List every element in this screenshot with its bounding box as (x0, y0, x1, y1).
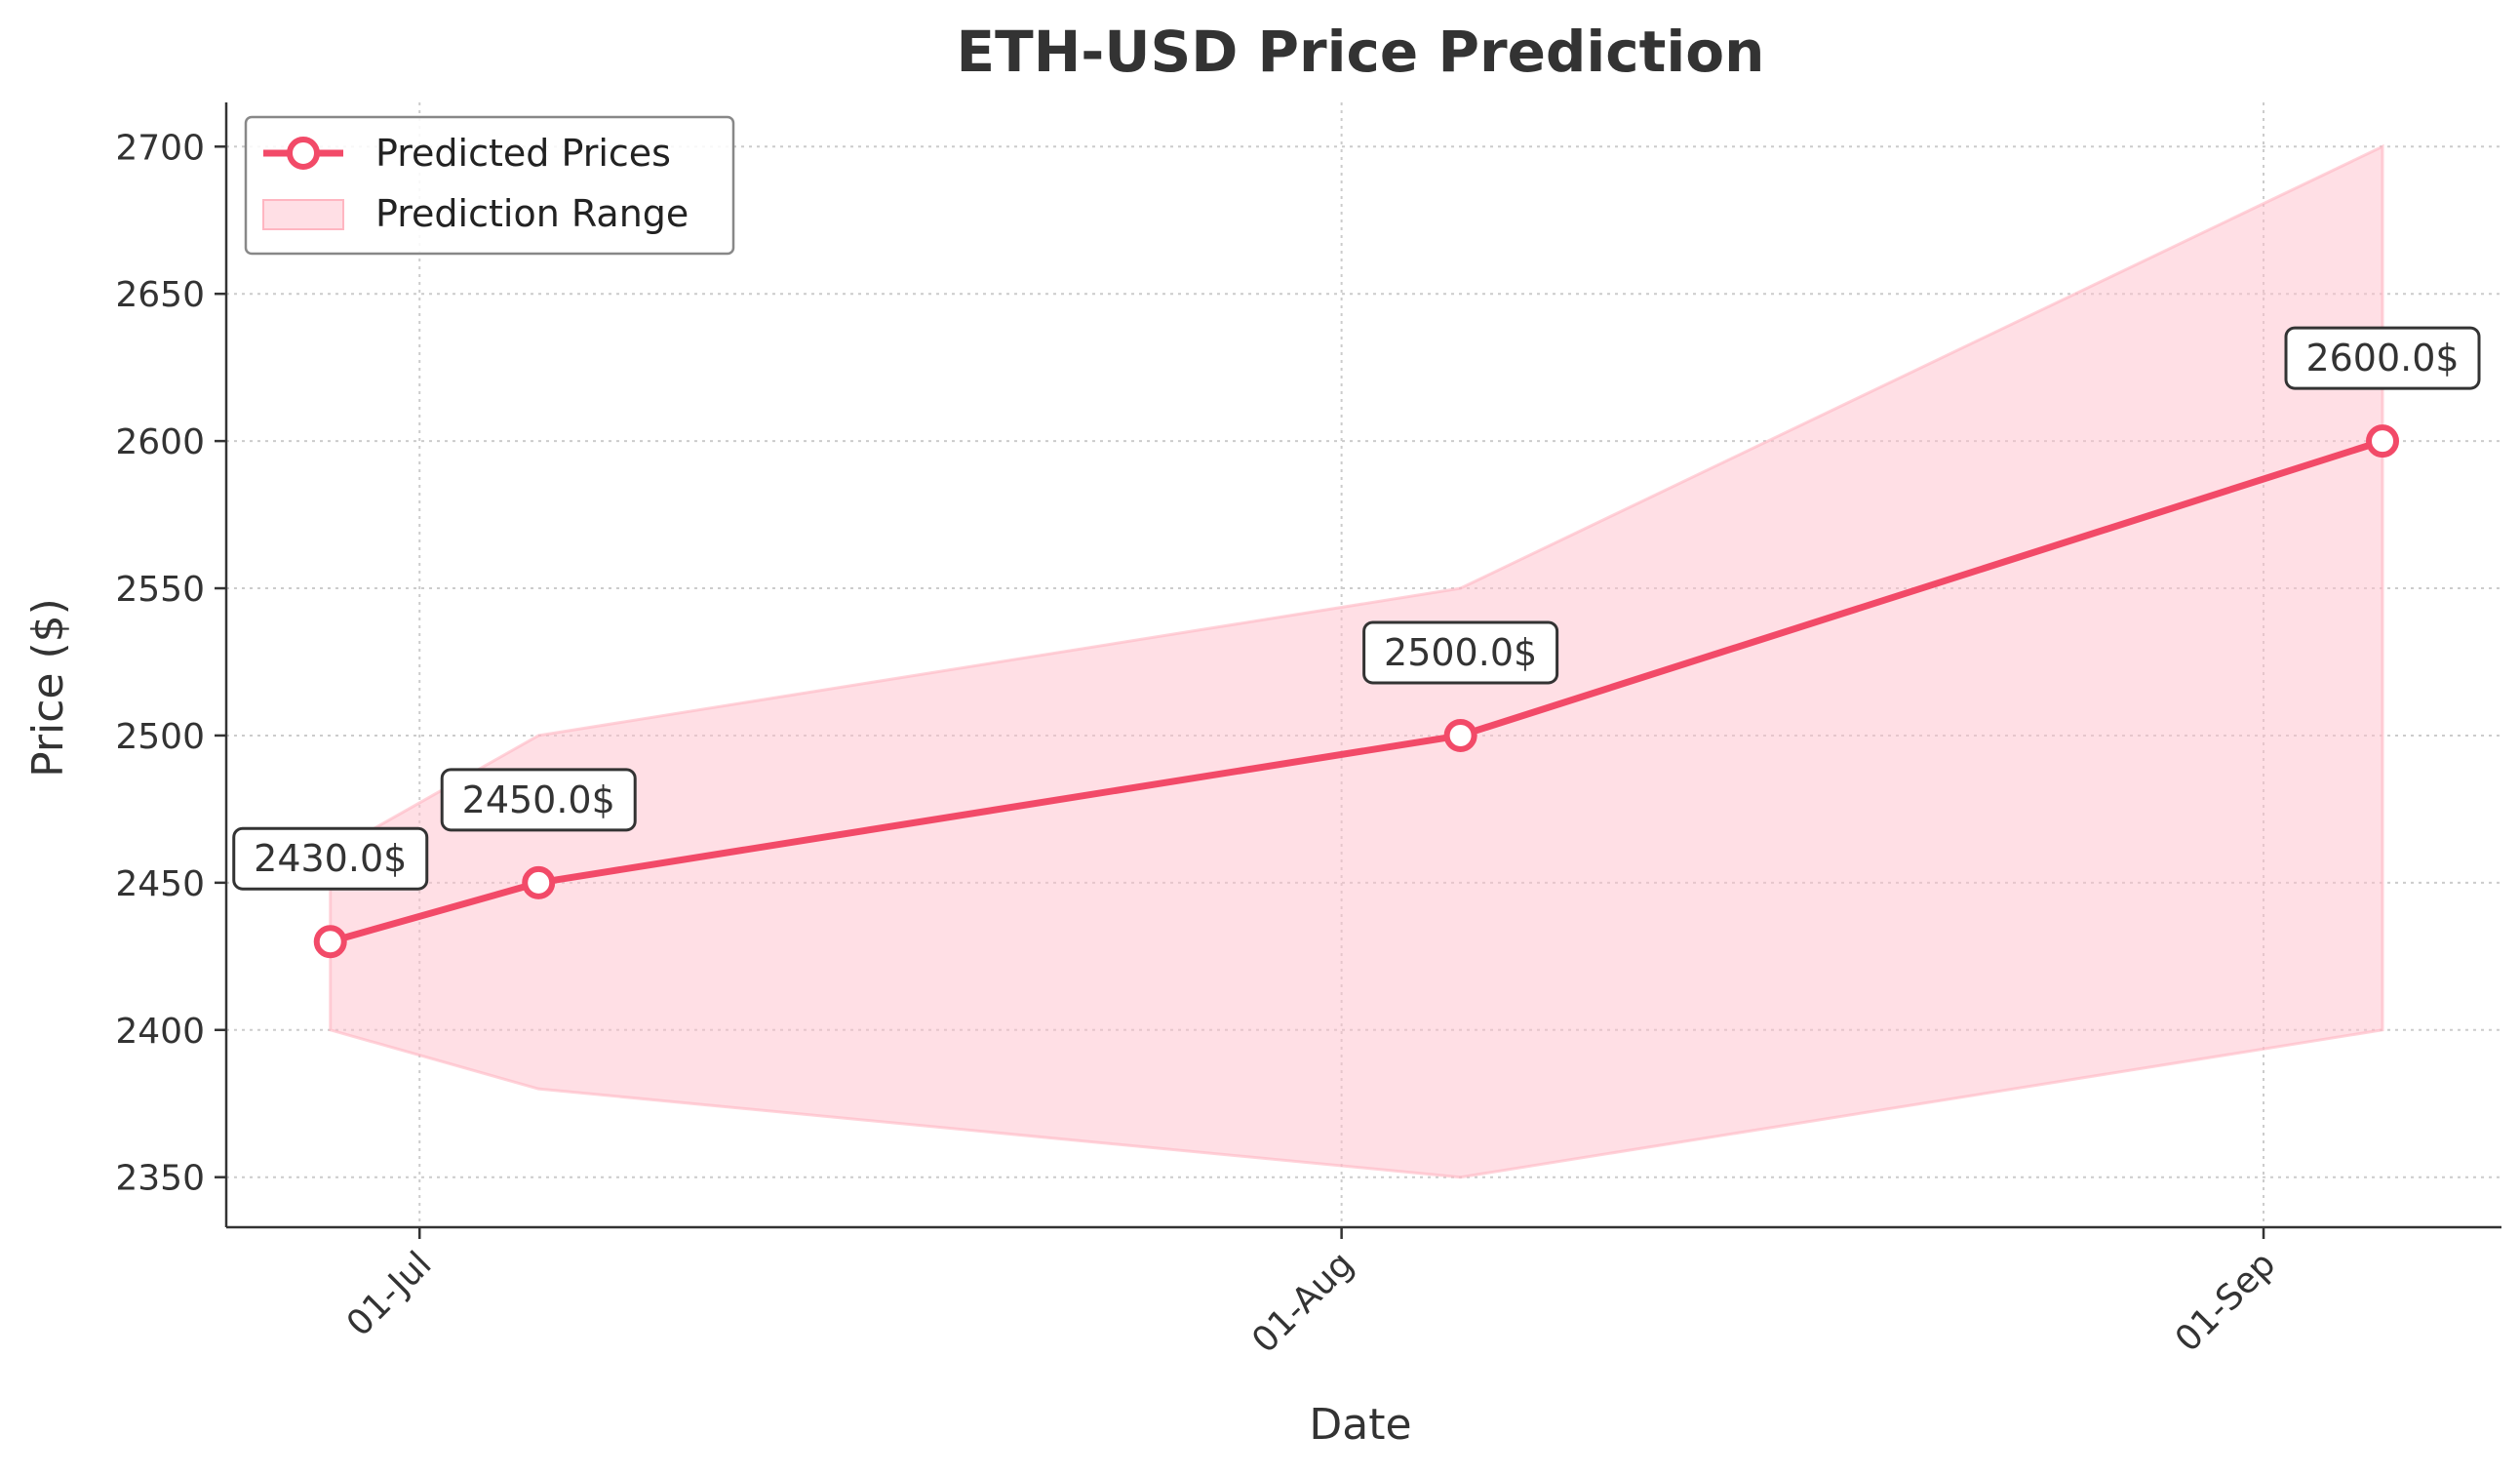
legend-label-predicted: Predicted Prices (375, 132, 671, 175)
predicted-points (313, 424, 2400, 959)
y-tick-label: 2500 (115, 717, 205, 757)
price-annotation: 2500.0$ (1362, 620, 1559, 685)
y-tick-label: 2650 (115, 275, 205, 315)
annotation-box (440, 768, 637, 832)
annotations: 2430.0$ 2450.0$ 2500.0$ 2600.0$ (232, 326, 2481, 891)
price-annotation: 2450.0$ (440, 768, 637, 832)
legend-marker-swatch (287, 137, 320, 170)
annotation-label: 2500.0$ (1384, 631, 1537, 674)
legend-frame (244, 115, 735, 256)
predicted-line (329, 437, 2384, 945)
y-tick-label: 2400 (115, 1012, 205, 1052)
predicted-point (1443, 718, 1477, 752)
y-axis-label: Price ($) (23, 598, 73, 778)
y-tick-label: 2450 (115, 864, 205, 904)
chart-title: ETH-USD Price Prediction (957, 19, 1765, 85)
legend-range-swatch (262, 199, 344, 230)
price-annotation: 2430.0$ (232, 826, 429, 891)
y-tick-label: 2600 (115, 422, 205, 462)
legend: Predicted Prices Prediction Range (244, 115, 735, 256)
predicted-point (313, 925, 347, 959)
legend-label-range: Prediction Range (375, 192, 689, 235)
predicted-point (2366, 424, 2400, 459)
annotation-label: 2450.0$ (462, 778, 615, 821)
y-tick-label: 2550 (115, 570, 205, 610)
annotation-box (232, 826, 429, 891)
x-tick-label: 01-Sep (2168, 1244, 2284, 1360)
x-tick-label: 01-Jul (339, 1244, 440, 1344)
x-axis-label: Date (1309, 1400, 1411, 1450)
y-tick-label: 2350 (115, 1159, 205, 1199)
axes (224, 102, 2501, 1229)
annotation-box (2284, 326, 2481, 390)
prediction-range (329, 143, 2384, 1179)
annotation-label: 2600.0$ (2305, 337, 2459, 379)
predicted-series-line (329, 437, 2384, 945)
annotation-label: 2430.0$ (254, 837, 407, 880)
range-band (329, 143, 2384, 1179)
x-tick-label: 01-Aug (1244, 1244, 1361, 1361)
price-annotation: 2600.0$ (2284, 326, 2481, 390)
y-tick-label: 2700 (115, 128, 205, 168)
annotation-box (1362, 620, 1559, 685)
predicted-point (522, 865, 556, 899)
